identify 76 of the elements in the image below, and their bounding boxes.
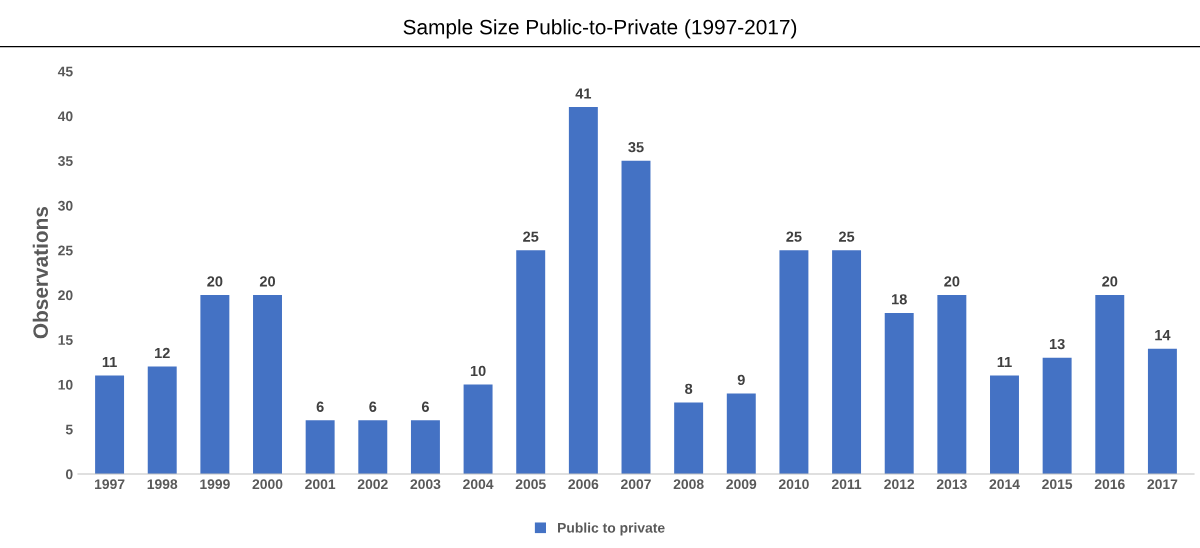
x-tick-label: 2001 bbox=[305, 479, 336, 490]
x-tick-label: 1998 bbox=[147, 479, 178, 490]
bar bbox=[200, 295, 230, 475]
legend-label: Public to private bbox=[558, 522, 665, 536]
y-tick-label: 25 bbox=[58, 245, 73, 256]
x-tick-label: 2016 bbox=[1094, 479, 1125, 490]
y-axis-title: Observations bbox=[32, 206, 49, 339]
chart-title: Sample Size Public-to-Private (1997-2017) bbox=[403, 19, 797, 39]
data-label: 11 bbox=[102, 356, 117, 367]
bar bbox=[884, 312, 914, 475]
data-label: 20 bbox=[1102, 276, 1118, 287]
data-label: 41 bbox=[575, 88, 592, 99]
bar bbox=[621, 160, 651, 475]
y-tick-label: 0 bbox=[65, 469, 73, 480]
bar bbox=[358, 420, 388, 475]
y-tick-label: 30 bbox=[58, 200, 73, 211]
data-label: 10 bbox=[470, 365, 486, 377]
bar bbox=[990, 375, 1019, 475]
bar bbox=[410, 420, 440, 475]
x-tick-label: 2011 bbox=[831, 479, 862, 490]
bar bbox=[779, 250, 809, 475]
data-label: 6 bbox=[369, 401, 377, 412]
data-label: 18 bbox=[892, 294, 907, 305]
y-tick-label: 15 bbox=[58, 335, 73, 345]
data-label: 14 bbox=[1155, 330, 1171, 341]
x-tick-label: 2005 bbox=[515, 479, 546, 490]
data-label: 13 bbox=[1049, 338, 1065, 350]
x-tick-label: 1999 bbox=[200, 479, 230, 490]
x-tick-label: 2015 bbox=[1042, 479, 1073, 490]
bar bbox=[1042, 357, 1072, 475]
bar bbox=[147, 366, 177, 475]
x-tick-label: 2009 bbox=[726, 479, 757, 490]
x-tick-label: 2002 bbox=[357, 479, 388, 490]
data-label: 6 bbox=[421, 401, 429, 412]
x-tick-label: 2008 bbox=[673, 479, 704, 490]
bar bbox=[1095, 295, 1125, 475]
data-label: 20 bbox=[259, 276, 276, 287]
data-label: 8 bbox=[685, 383, 693, 394]
x-tick-label: 2003 bbox=[410, 479, 441, 490]
bar bbox=[305, 420, 335, 475]
bar bbox=[95, 375, 125, 475]
data-label: 25 bbox=[838, 231, 855, 242]
x-tick-label: 2000 bbox=[252, 479, 283, 490]
x-tick-label: 1997 bbox=[95, 479, 125, 490]
data-label: 20 bbox=[207, 276, 223, 287]
data-label: 9 bbox=[737, 374, 745, 386]
y-tick-label: 40 bbox=[57, 111, 73, 122]
y-tick-label: 20 bbox=[58, 290, 73, 301]
x-tick-label: 2010 bbox=[778, 479, 809, 490]
bar bbox=[726, 393, 756, 475]
bar bbox=[463, 384, 493, 475]
x-tick-label: 2017 bbox=[1147, 479, 1178, 490]
data-label: 25 bbox=[523, 231, 539, 242]
bar bbox=[516, 250, 546, 475]
data-label: 6 bbox=[316, 401, 324, 412]
bar bbox=[674, 402, 704, 475]
data-label: 12 bbox=[155, 347, 170, 359]
bar bbox=[568, 107, 598, 475]
data-label: 11 bbox=[997, 356, 1012, 367]
y-tick-label: 5 bbox=[65, 424, 73, 435]
x-tick-label: 2012 bbox=[884, 479, 915, 490]
bar bbox=[253, 295, 282, 475]
y-tick-label: 35 bbox=[58, 156, 73, 166]
data-label: 35 bbox=[628, 141, 644, 153]
bar bbox=[937, 295, 967, 475]
bar bbox=[1147, 348, 1177, 475]
bar bbox=[832, 250, 862, 475]
x-tick-label: 2007 bbox=[621, 479, 651, 490]
x-tick-label: 2006 bbox=[568, 479, 599, 490]
y-tick-label: 45 bbox=[57, 66, 73, 77]
data-label: 25 bbox=[786, 231, 802, 242]
x-tick-label: 2004 bbox=[463, 479, 494, 490]
y-tick-label: 10 bbox=[58, 379, 73, 390]
x-tick-label: 2014 bbox=[989, 479, 1020, 490]
data-label: 20 bbox=[944, 276, 960, 287]
x-tick-label: 2013 bbox=[936, 479, 967, 490]
